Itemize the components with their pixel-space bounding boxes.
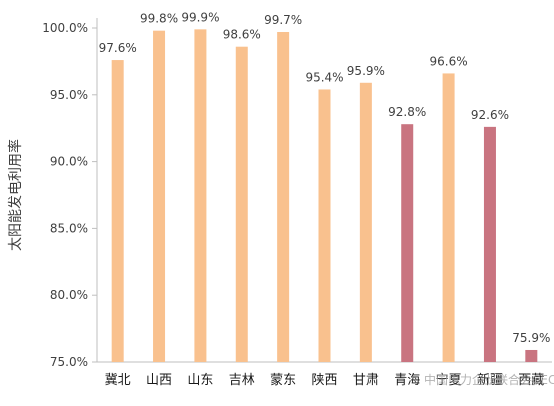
data-label: 75.9%: [512, 331, 550, 345]
y-tick-label: 95.0%: [50, 88, 88, 102]
data-label: 98.6%: [223, 28, 261, 42]
data-label: 95.9%: [347, 64, 385, 78]
y-axis-label: 太阳能发电利用率: [7, 139, 24, 251]
y-tick-label: 100.0%: [42, 21, 88, 35]
bar: [235, 46, 248, 362]
y-tick-label: 90.0%: [50, 155, 88, 169]
watermark: 中国电力企业联合会CEC: [424, 372, 554, 387]
x-category-label: 新疆: [477, 372, 503, 388]
x-category-label: 蒙东: [270, 373, 296, 388]
x-category-label: 甘肃: [353, 373, 379, 388]
x-category-label: 青海: [394, 373, 420, 388]
bar: [111, 60, 124, 363]
data-label: 92.8%: [388, 105, 426, 119]
x-category-label: 西藏: [518, 373, 544, 388]
bar: [318, 89, 331, 363]
bar: [442, 73, 455, 362]
bar: [359, 82, 372, 362]
bar: [194, 29, 207, 363]
data-label: 99.9%: [181, 10, 219, 24]
y-tick-label: 85.0%: [50, 221, 88, 235]
bar: [277, 32, 290, 363]
data-label: 95.4%: [305, 70, 343, 84]
x-category-label: 山西: [146, 373, 172, 388]
bar: [483, 126, 496, 362]
x-category-label: 冀北: [105, 372, 131, 388]
bar: [153, 30, 166, 363]
data-label: 99.7%: [264, 13, 302, 27]
data-label: 92.6%: [471, 108, 509, 122]
x-category-label: 宁夏: [436, 372, 462, 388]
x-category-label: 陕西: [311, 373, 337, 388]
bar: [525, 349, 538, 362]
data-label: 96.6%: [430, 54, 468, 68]
x-category-label: 山东: [187, 373, 213, 388]
data-label: 97.6%: [99, 41, 137, 55]
y-tick-label: 80.0%: [50, 288, 88, 302]
bar: [401, 124, 414, 362]
data-label: 99.8%: [140, 12, 178, 26]
x-category-label: 吉林: [229, 373, 255, 388]
y-tick-label: 75.0%: [50, 355, 88, 369]
